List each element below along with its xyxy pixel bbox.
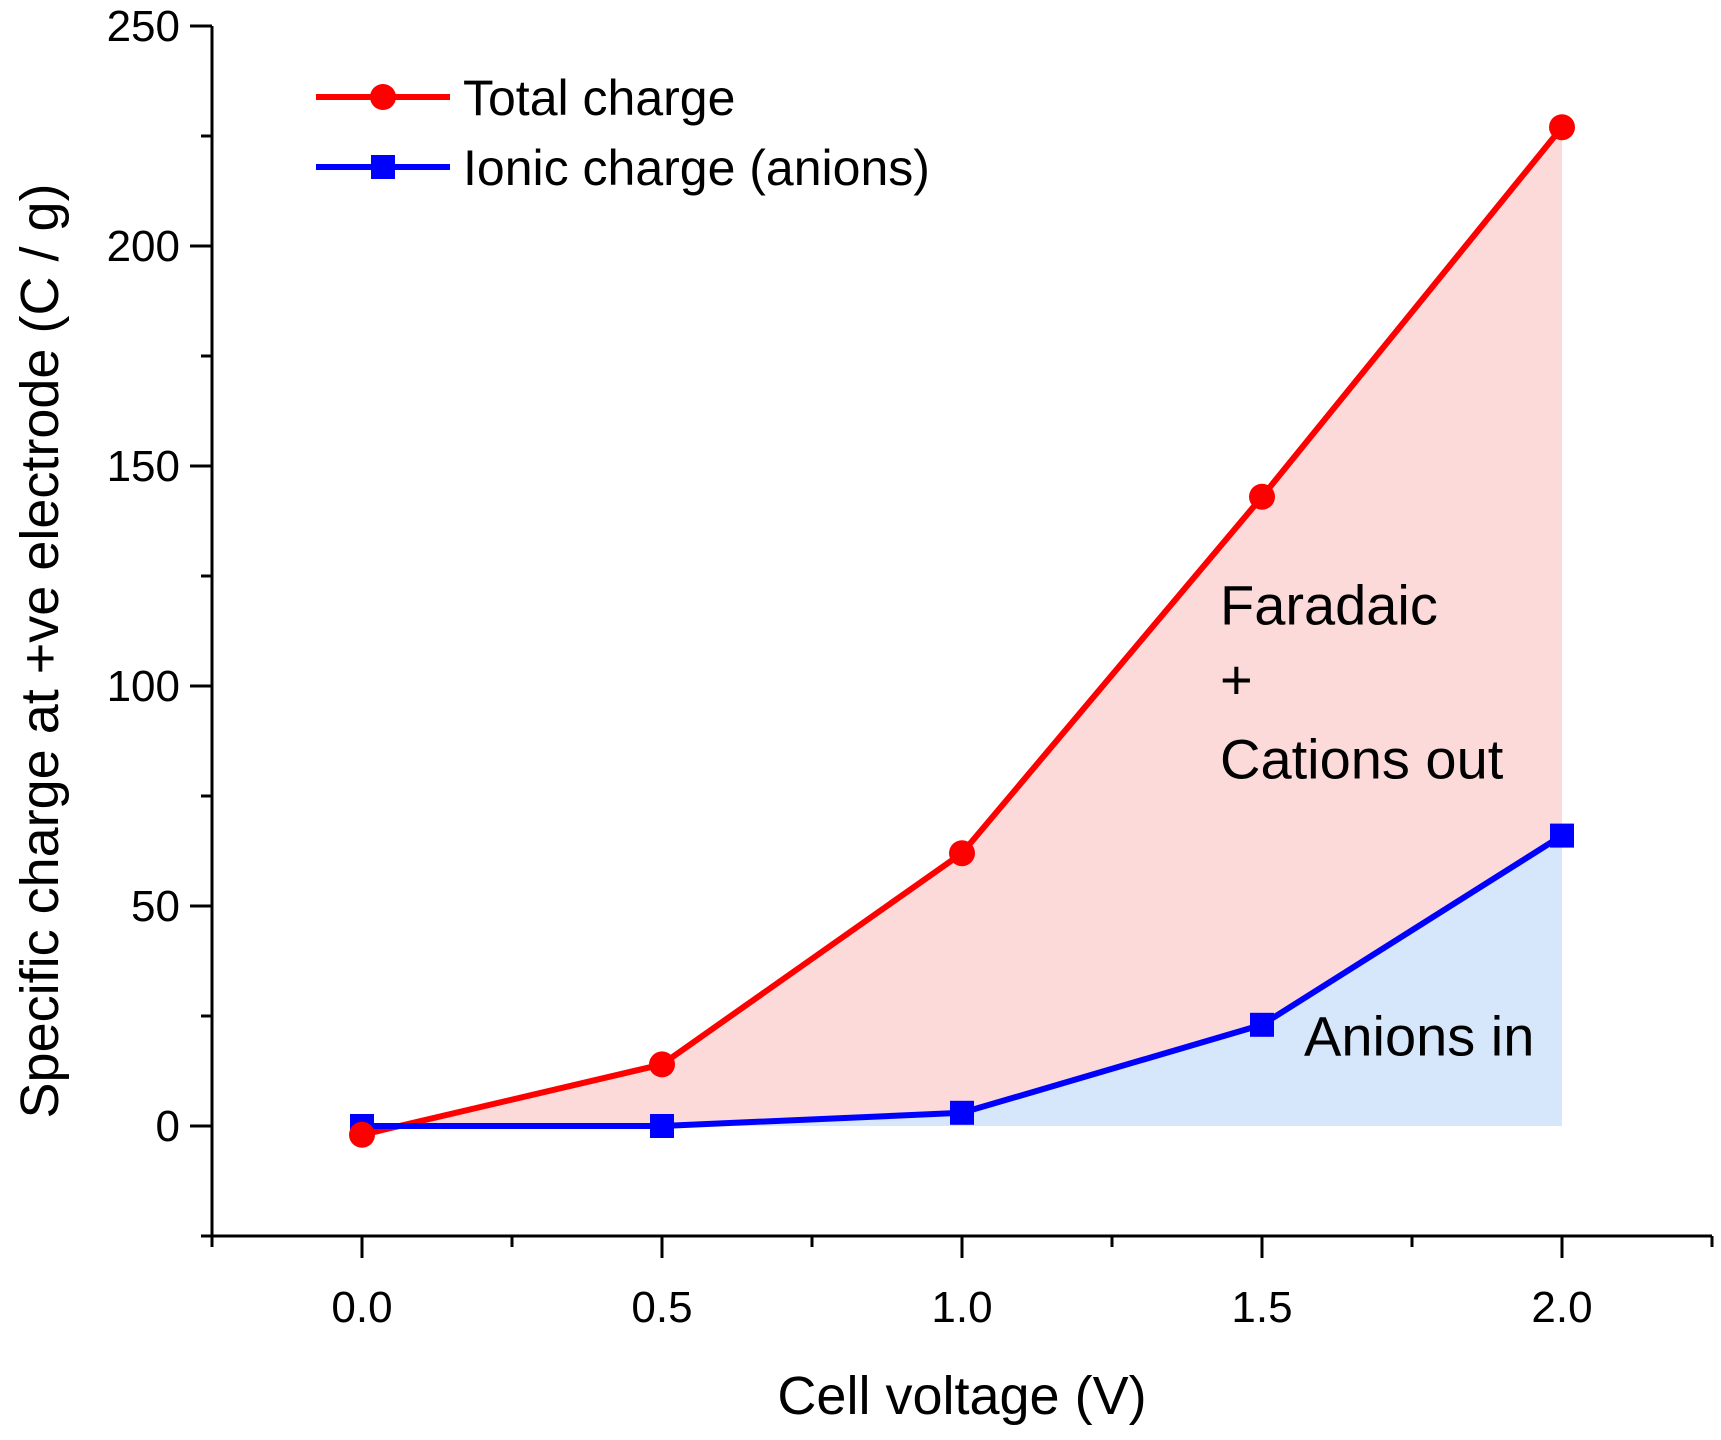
y-tick-label: 250 <box>107 2 180 51</box>
legend: Total charge Ionic charge (anions) <box>316 70 930 196</box>
y-tick-label: 200 <box>107 222 180 271</box>
annotation-text: Cations out <box>1220 727 1504 790</box>
ionic-charge-point <box>950 1100 974 1125</box>
legend-square-marker <box>371 155 395 179</box>
total-charge-point <box>1549 114 1575 141</box>
y-axis-label: Specific charge at +ve electrode (C / g) <box>10 184 70 1119</box>
x-axis-label: Cell voltage (V) <box>777 1366 1146 1426</box>
faradaic-region <box>362 127 1562 1135</box>
annotation-text: + <box>1220 648 1253 711</box>
series-lines <box>349 114 1575 1148</box>
annotations: Faradaic + Cations out Anions in <box>1220 573 1534 1067</box>
annotation-text: Anions in <box>1304 1005 1534 1068</box>
ionic-charge-point <box>1550 823 1574 848</box>
y-tick-label: 150 <box>107 442 180 491</box>
legend-circle-marker <box>370 84 396 110</box>
y-tick-label: 50 <box>131 882 180 931</box>
y-tick-label: 100 <box>107 662 180 711</box>
axes: 0 50 100 150 200 250 0.0 0.5 1.0 1.5 2.0 <box>107 2 1714 1332</box>
legend-label: Ionic charge (anions) <box>463 140 930 196</box>
x-tick-label: 0.0 <box>331 1283 392 1332</box>
x-tick-label: 2.0 <box>1531 1283 1592 1332</box>
area-fills <box>362 127 1562 1135</box>
total-charge-point <box>949 840 975 867</box>
total-charge-point <box>349 1121 375 1148</box>
anions-region <box>362 835 1562 1126</box>
ionic-charge-point <box>650 1114 674 1138</box>
ionic-charge-point <box>1250 1012 1274 1037</box>
y-tick-label: 0 <box>156 1102 180 1151</box>
total-charge-point <box>649 1051 675 1078</box>
x-tick-label: 1.5 <box>1231 1283 1292 1332</box>
x-tick-label: 1.0 <box>931 1283 992 1332</box>
annotation-text: Faradaic <box>1220 573 1438 636</box>
legend-label: Total charge <box>463 70 735 126</box>
x-tick-label: 0.5 <box>631 1283 692 1332</box>
total-charge-point <box>1249 483 1275 510</box>
